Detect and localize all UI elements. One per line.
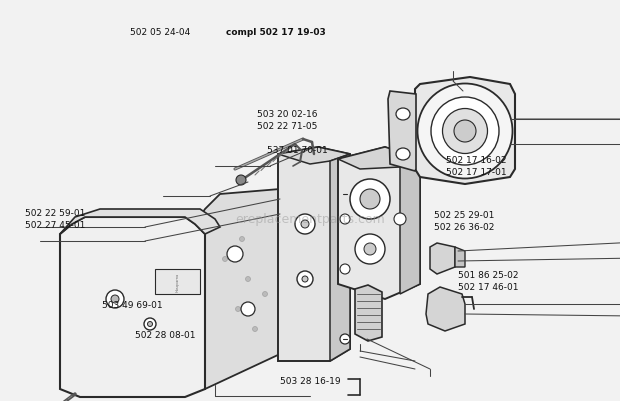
Text: Husqvarna: Husqvarna	[176, 272, 180, 291]
Polygon shape	[330, 155, 350, 361]
Polygon shape	[195, 190, 280, 389]
Text: 502 28 08-01: 502 28 08-01	[135, 330, 196, 339]
Circle shape	[236, 176, 246, 186]
Circle shape	[340, 215, 350, 225]
Circle shape	[355, 235, 385, 264]
Polygon shape	[415, 78, 515, 184]
Circle shape	[364, 243, 376, 255]
Circle shape	[297, 271, 313, 287]
Circle shape	[340, 334, 350, 344]
Circle shape	[106, 290, 124, 308]
Circle shape	[350, 180, 390, 219]
Circle shape	[246, 277, 250, 282]
Circle shape	[301, 221, 309, 229]
Ellipse shape	[396, 149, 410, 160]
Polygon shape	[60, 217, 205, 397]
Polygon shape	[338, 148, 420, 299]
Polygon shape	[355, 285, 382, 341]
Circle shape	[236, 307, 241, 312]
Ellipse shape	[454, 121, 476, 143]
Polygon shape	[400, 160, 420, 294]
Polygon shape	[155, 269, 200, 294]
Circle shape	[111, 295, 119, 303]
Text: 502 17 17-01: 502 17 17-01	[446, 168, 507, 177]
Text: 502 22 59-01: 502 22 59-01	[25, 208, 85, 217]
Text: 502 27 45-01: 502 27 45-01	[25, 220, 85, 229]
Ellipse shape	[396, 109, 410, 121]
Circle shape	[148, 322, 153, 327]
Circle shape	[223, 257, 228, 262]
Polygon shape	[430, 243, 455, 274]
Circle shape	[340, 264, 350, 274]
Ellipse shape	[443, 109, 487, 154]
Polygon shape	[278, 148, 350, 164]
Text: 502 26 36-02: 502 26 36-02	[434, 222, 494, 231]
Text: 502 17 46-01: 502 17 46-01	[458, 282, 518, 291]
Circle shape	[394, 213, 406, 225]
Text: 502 17 16-02: 502 17 16-02	[446, 156, 507, 165]
Text: compl 502 17 19-03: compl 502 17 19-03	[226, 28, 326, 37]
Ellipse shape	[417, 84, 513, 179]
Text: ereplacementparts.com: ereplacementparts.com	[235, 213, 385, 226]
Text: 501 86 25-02: 501 86 25-02	[458, 270, 518, 279]
Circle shape	[262, 292, 267, 297]
Polygon shape	[426, 287, 465, 331]
Circle shape	[241, 302, 255, 316]
Polygon shape	[278, 148, 350, 361]
Text: 503 20 02-16: 503 20 02-16	[257, 110, 318, 119]
Circle shape	[227, 246, 243, 262]
Ellipse shape	[431, 98, 499, 166]
Circle shape	[239, 237, 244, 242]
Text: 503 28 16-19: 503 28 16-19	[280, 377, 341, 385]
Text: 503 49 69-01: 503 49 69-01	[102, 300, 163, 309]
Polygon shape	[388, 92, 416, 172]
Polygon shape	[338, 148, 420, 170]
Circle shape	[295, 215, 315, 235]
Circle shape	[144, 318, 156, 330]
Text: 502 05 24-04: 502 05 24-04	[130, 28, 190, 37]
Text: 537 01 70-01: 537 01 70-01	[267, 146, 327, 155]
Circle shape	[360, 190, 380, 209]
Text: 502 22 71-05: 502 22 71-05	[257, 122, 317, 131]
Text: 502 25 29-01: 502 25 29-01	[434, 210, 494, 219]
Polygon shape	[455, 247, 465, 267]
Polygon shape	[60, 209, 220, 235]
Circle shape	[252, 327, 257, 332]
Circle shape	[340, 190, 350, 200]
Circle shape	[302, 276, 308, 282]
